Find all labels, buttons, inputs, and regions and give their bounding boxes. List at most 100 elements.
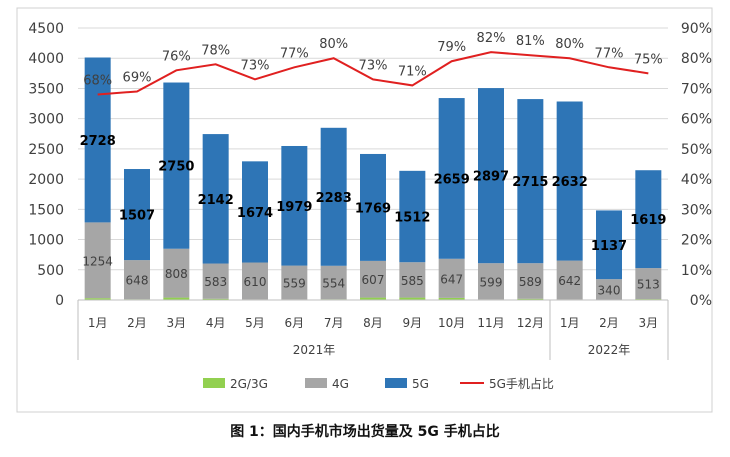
y-left-tick-label: 500 [37, 263, 64, 279]
bar-5g-segment [478, 88, 504, 264]
bar-5g-segment [84, 57, 111, 223]
line-value-label: 73% [359, 58, 388, 73]
line-value-label: 77% [595, 46, 624, 61]
x-tick-label: 10月 [438, 316, 465, 330]
bar-4g-segment [320, 265, 347, 300]
bar-5g-segment [242, 161, 268, 263]
line-value-label: 82% [477, 31, 506, 46]
bar-2g-3g-segment [399, 297, 426, 300]
y-right-tick-label: 90% [681, 21, 712, 37]
bar-2g-3g-segment [84, 298, 111, 300]
bar-5g-segment [360, 153, 386, 261]
bar-5g-value-label: 2715 [512, 175, 548, 190]
bar-4g-segment [596, 279, 622, 300]
bar-4g-value-label: 559 [283, 277, 306, 291]
bar-4g-value-label: 583 [204, 275, 227, 289]
bar-5g-segment [438, 98, 465, 259]
bar-5g-value-label: 1674 [237, 206, 273, 221]
bar-4g-segment [242, 262, 268, 300]
bar-4g-segment [635, 268, 662, 300]
y-right-tick-label: 10% [681, 263, 712, 279]
x-tick-label: 2月 [599, 316, 619, 330]
bar-4g-value-label: 808 [165, 267, 188, 281]
legend-swatch [305, 378, 327, 388]
x-group-label: 2021年 [293, 343, 336, 357]
bar-5g-segment [163, 82, 190, 249]
x-tick-label: 8月 [363, 316, 383, 330]
bar-5g-value-label: 2728 [80, 134, 116, 149]
y-right-tick-label: 30% [681, 202, 712, 218]
y-right-tick-label: 70% [681, 81, 712, 97]
bar-4g-value-label: 513 [637, 278, 660, 292]
bar-4g-value-label: 340 [598, 283, 621, 297]
y-left-tick-label: 3000 [28, 112, 64, 128]
bar-5g-segment [556, 101, 583, 261]
line-value-label: 73% [241, 58, 270, 73]
bar-data-labels: 1254 648 808 583 610 559 554 607 585 647 599 589 642… [80, 134, 667, 297]
bar-2g-3g-segment [360, 297, 386, 300]
bar-4g-segment [84, 222, 111, 299]
y-left-tick-label: 3500 [28, 81, 64, 97]
bar-5g-value-label: 1769 [355, 201, 391, 216]
line-data-labels: 68% 69% 76% 78% 73% 77% 80% 73% 71% 79% 82% 81% 80% 7… [83, 31, 663, 88]
y-left-tick-label: 4500 [28, 21, 64, 37]
bar-5g-value-label: 1619 [630, 213, 666, 228]
bar-4g-value-label: 554 [322, 277, 345, 291]
x-tick-label: 9月 [403, 316, 423, 330]
y-right-tick-label: 40% [681, 172, 712, 188]
x-tick-label: 2月 [127, 316, 147, 330]
line-value-label: 71% [398, 64, 427, 79]
y-right-tick-label: 20% [681, 233, 712, 249]
legend-swatch [203, 378, 225, 388]
bar-4g-segment [556, 260, 583, 300]
y-left-tick-label: 0 [55, 293, 64, 309]
bar-4g-segment [517, 263, 544, 299]
x-tick-label: 7月 [324, 316, 344, 330]
bar-4g-segment [438, 258, 465, 298]
line-value-label: 79% [437, 40, 466, 55]
legend-label: 2G/3G [230, 377, 268, 391]
line-value-label: 78% [201, 43, 230, 58]
legend-swatch [385, 378, 407, 388]
bar-4g-value-label: 585 [401, 274, 424, 288]
line-value-label: 81% [516, 34, 545, 49]
bar-5g-value-label: 1512 [394, 211, 430, 226]
line-value-label: 80% [319, 37, 348, 52]
x-tick-label: 1月 [560, 316, 580, 330]
share-line [97, 51, 649, 96]
y-right-tick-label: 60% [681, 112, 712, 128]
y-axis-right: 0% 10% 20% 30% 40% 50% 60% 70% 80% 90% [681, 21, 712, 309]
bar-4g-value-label: 647 [440, 272, 463, 286]
bar-5g-value-label: 2142 [198, 193, 234, 208]
legend-label: 4G [332, 377, 349, 391]
y-right-tick-label: 50% [681, 142, 712, 158]
line-value-label: 76% [162, 49, 191, 64]
bar-5g-segment [399, 170, 426, 263]
bar-5g-segment [596, 210, 622, 280]
y-left-tick-label: 2000 [28, 172, 64, 188]
bar-5g-value-label: 1137 [591, 239, 627, 254]
x-tick-label: 12月 [517, 316, 544, 330]
bar-5g-value-label: 2632 [552, 175, 588, 190]
y-axis-left: 0 500 1000 1500 2000 2500 3000 3500 4000 4500 [28, 21, 64, 309]
bar-5g-value-label: 1507 [119, 209, 155, 224]
line-series [97, 51, 649, 96]
bar-5g-value-label: 2283 [316, 191, 352, 206]
bar-2g-3g-segment [163, 297, 190, 300]
x-axis: 1月 2月 3月 4月 5月 6月 7月 8月 9月 10月 11月 12月 1月 2月 3月 2021年 20… [77, 299, 669, 360]
x-tick-label: 3月 [639, 316, 659, 330]
y-left-tick-label: 2500 [28, 142, 64, 158]
x-tick-label: 3月 [167, 316, 187, 330]
bar-2g-3g-segment [517, 298, 544, 300]
bar-4g-segment [281, 265, 308, 300]
legend-label: 5G手机占比 [489, 376, 554, 391]
bar-4g-value-label: 642 [558, 274, 581, 288]
y-left-tick-label: 1500 [28, 202, 64, 218]
y-right-tick-label: 80% [681, 51, 712, 67]
bar-5g-value-label: 2750 [158, 160, 194, 175]
bar-2g-3g-segment [202, 298, 229, 300]
line-value-label: 75% [634, 52, 663, 67]
x-tick-label: 11月 [477, 316, 504, 330]
x-tick-label: 4月 [206, 316, 226, 330]
